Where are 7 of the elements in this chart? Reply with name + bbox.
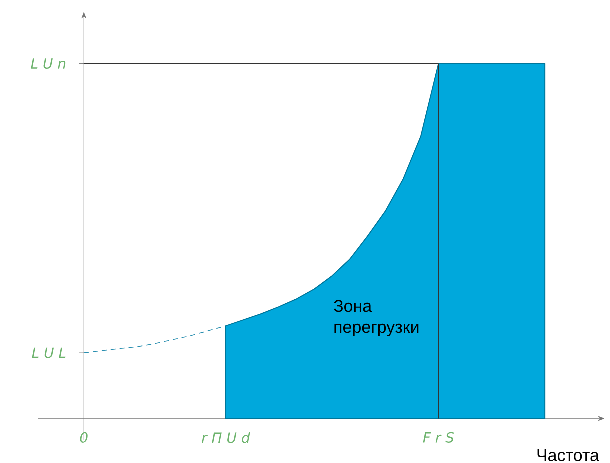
x-tick-label: r Π U d xyxy=(202,432,250,444)
x-tick-label: 0 xyxy=(80,432,88,443)
ref-line-label: L U L xyxy=(32,348,66,358)
x-tick-label: F r S xyxy=(423,432,454,443)
ref-line-label: L U n xyxy=(31,58,66,70)
x-axis-title: Частота xyxy=(538,450,600,462)
annotation: Зона перегрузки xyxy=(334,300,419,337)
